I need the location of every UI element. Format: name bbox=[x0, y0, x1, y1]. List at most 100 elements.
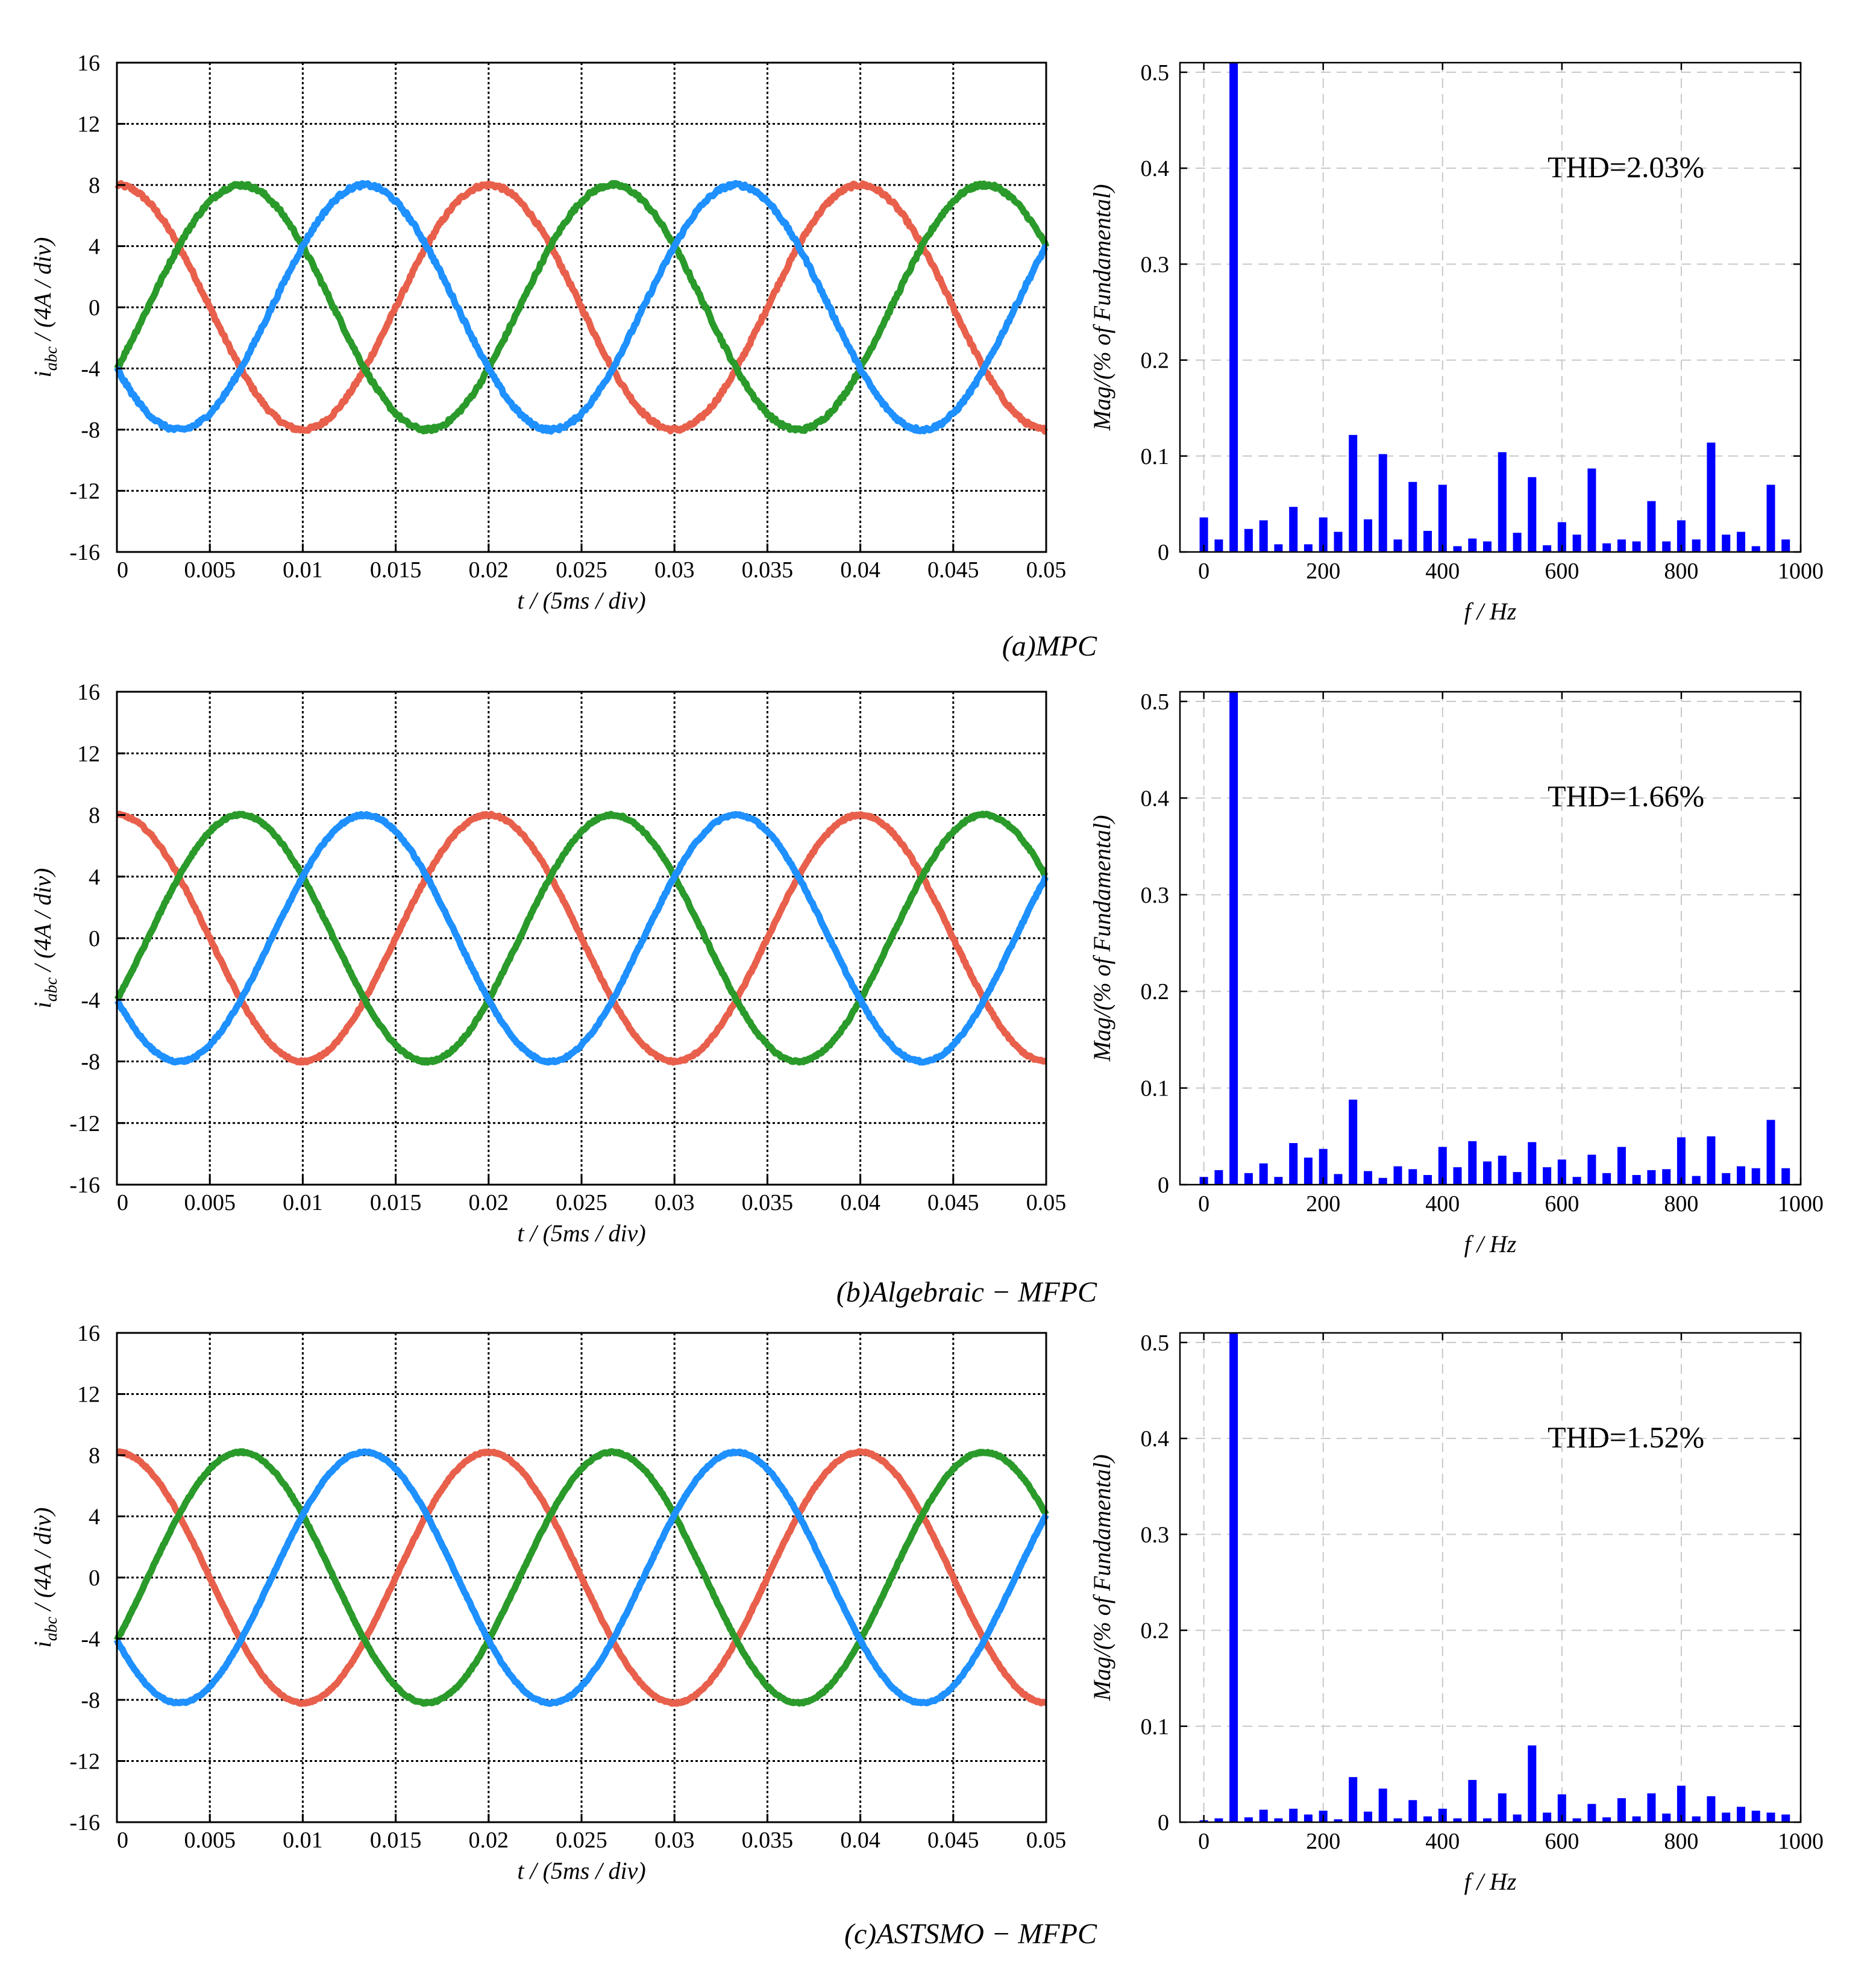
x-tick-label: 0.02 bbox=[469, 1828, 509, 1853]
x-tick-label: 1000 bbox=[1778, 559, 1824, 584]
ylabel-main: i bbox=[29, 1641, 56, 1647]
harmonic-bar-100hz bbox=[1259, 520, 1268, 552]
harmonic-bar-50hz bbox=[1229, 63, 1238, 552]
harmonic-bar-675hz bbox=[1602, 543, 1611, 552]
harmonic-bar-725hz bbox=[1632, 541, 1641, 552]
x-tick-label: 200 bbox=[1306, 1191, 1340, 1217]
y-tick-label: 0 bbox=[89, 926, 100, 951]
y-tick-label: 0.5 bbox=[1141, 60, 1170, 86]
x-tick-label: 600 bbox=[1545, 559, 1579, 584]
harmonic-bar-375hz bbox=[1423, 1175, 1432, 1185]
y-tick-label: 12 bbox=[77, 1382, 100, 1408]
current-series-a-0 bbox=[115, 180, 1049, 435]
harmonic-bar-450hz bbox=[1468, 538, 1477, 552]
time-plot-c: 0 0.005 0.01 0.015 0.02 0.025 0.03 0.035 0.04 0.0… bbox=[29, 1321, 1066, 1884]
fft-plot-frame bbox=[1179, 1332, 1802, 1823]
thd-annotation: THD=1.52% bbox=[1548, 1420, 1704, 1454]
y-tick-label: 0.3 bbox=[1141, 883, 1170, 908]
time-x-axis-label: t / (5ms / div) bbox=[517, 1857, 645, 1884]
harmonic-bar-150hz bbox=[1289, 1143, 1298, 1185]
harmonic-bar-575hz bbox=[1543, 1813, 1552, 1822]
ylabel-rest: / (4A / div) bbox=[29, 1507, 56, 1616]
y-tick-label: 0.1 bbox=[1141, 444, 1170, 469]
x-tick-label: 0.005 bbox=[184, 1190, 236, 1215]
harmonic-bar-725hz bbox=[1632, 1816, 1641, 1822]
x-tick-label: 0.005 bbox=[184, 557, 236, 583]
caption-label: (c) bbox=[844, 1918, 876, 1950]
harmonic-bar-450hz bbox=[1468, 1779, 1477, 1822]
y-tick-label: -12 bbox=[69, 1749, 100, 1775]
y-tick-label: 4 bbox=[89, 1505, 100, 1530]
y-tick-label: 4 bbox=[89, 865, 100, 890]
x-tick-label: 0.03 bbox=[654, 557, 695, 583]
x-tick-label: 0.04 bbox=[840, 557, 880, 583]
x-tick-label: 0.045 bbox=[927, 1190, 979, 1215]
harmonic-bar-700hz bbox=[1617, 1798, 1626, 1822]
x-tick-label: 0.015 bbox=[370, 557, 422, 583]
harmonic-bar-950hz bbox=[1766, 1813, 1775, 1822]
harmonic-bar-925hz bbox=[1751, 1168, 1760, 1185]
caption-method: Algebraic − MFPC bbox=[868, 1276, 1097, 1308]
harmonic-bar-425hz bbox=[1453, 546, 1462, 552]
harmonic-bar-325hz bbox=[1393, 1166, 1402, 1185]
fft-x-axis-label: f / Hz bbox=[1464, 1230, 1517, 1258]
fft-grid bbox=[1180, 1333, 1801, 1822]
current-series-b-0 bbox=[115, 810, 1049, 1066]
x-tick-label: 0.045 bbox=[927, 557, 979, 583]
y-tick-label: 0.3 bbox=[1141, 1522, 1170, 1547]
ylabel-main: i bbox=[29, 1001, 56, 1008]
harmonic-bar-425hz bbox=[1453, 1167, 1462, 1185]
x-tick-label: 0.01 bbox=[283, 557, 323, 583]
y-tick-label: -4 bbox=[81, 988, 100, 1013]
ylabel-sub: abc bbox=[42, 346, 61, 371]
harmonic-bar-25hz bbox=[1214, 1818, 1223, 1822]
fft-grid bbox=[1180, 692, 1801, 1185]
time-y-axis-label: iabc / (4A / div) bbox=[29, 237, 61, 377]
harmonic-bar-125hz bbox=[1274, 544, 1283, 552]
harmonic-bar-275hz bbox=[1364, 1171, 1372, 1185]
harmonic-bar-250hz bbox=[1349, 434, 1358, 552]
harmonic-bar-650hz bbox=[1587, 1803, 1596, 1822]
harmonic-bar-525hz bbox=[1513, 1172, 1522, 1185]
y-tick-label: 8 bbox=[89, 173, 100, 198]
x-tick-label: 600 bbox=[1545, 1829, 1579, 1854]
harmonic-bar-775hz bbox=[1662, 1169, 1671, 1185]
y-tick-label: 0.1 bbox=[1141, 1714, 1170, 1740]
x-tick-label: 0.035 bbox=[742, 557, 794, 583]
x-tick-label: 0 bbox=[117, 1828, 128, 1853]
x-tick-label: 600 bbox=[1545, 1191, 1579, 1217]
harmonic-bar-775hz bbox=[1662, 1813, 1671, 1822]
x-tick-label: 0.04 bbox=[840, 1828, 880, 1853]
harmonic-bar-500hz bbox=[1498, 1155, 1507, 1185]
y-tick-label: -12 bbox=[69, 479, 100, 504]
x-tick-label: 0.05 bbox=[1026, 1828, 1067, 1853]
harmonic-bar-475hz bbox=[1483, 1818, 1492, 1822]
y-tick-label: -12 bbox=[69, 1111, 100, 1136]
harmonic-bar-325hz bbox=[1393, 1818, 1402, 1822]
harmonic-bar-175hz bbox=[1303, 1158, 1313, 1185]
harmonic-bar-800hz bbox=[1677, 1785, 1686, 1822]
x-tick-label: 0.025 bbox=[556, 557, 607, 583]
panel-caption-0: (a)MPC bbox=[1002, 630, 1097, 662]
harmonic-bar-525hz bbox=[1513, 1814, 1522, 1822]
x-tick-label: 800 bbox=[1664, 1191, 1698, 1217]
harmonic-bar-475hz bbox=[1483, 541, 1492, 552]
fft-y-axis-label: Mag/(% of Fundamental) bbox=[1088, 1455, 1115, 1702]
x-tick-label: 200 bbox=[1306, 559, 1340, 584]
y-tick-label: -8 bbox=[81, 418, 100, 443]
x-tick-label: 400 bbox=[1425, 559, 1460, 584]
harmonic-bar-175hz bbox=[1303, 544, 1313, 552]
time-plot-b: 0 0.005 0.01 0.015 0.02 0.025 0.03 0.035 0.04 0.0… bbox=[29, 680, 1066, 1247]
harmonic-bar-175hz bbox=[1303, 1814, 1313, 1822]
harmonic-bar-75hz bbox=[1244, 528, 1253, 552]
harmonic-bar-800hz bbox=[1677, 520, 1686, 552]
x-tick-label: 400 bbox=[1425, 1829, 1460, 1854]
ylabel-sub: abc bbox=[42, 977, 61, 1001]
fft-y-axis-label: Mag/(% of Fundamental) bbox=[1088, 184, 1115, 431]
harmonic-bar-275hz bbox=[1364, 1811, 1372, 1822]
y-tick-label: 0.5 bbox=[1141, 689, 1170, 715]
time-x-axis-label: t / (5ms / div) bbox=[517, 587, 645, 614]
harmonic-bar-25hz bbox=[1214, 539, 1223, 552]
y-tick-label: 0 bbox=[1158, 540, 1169, 565]
